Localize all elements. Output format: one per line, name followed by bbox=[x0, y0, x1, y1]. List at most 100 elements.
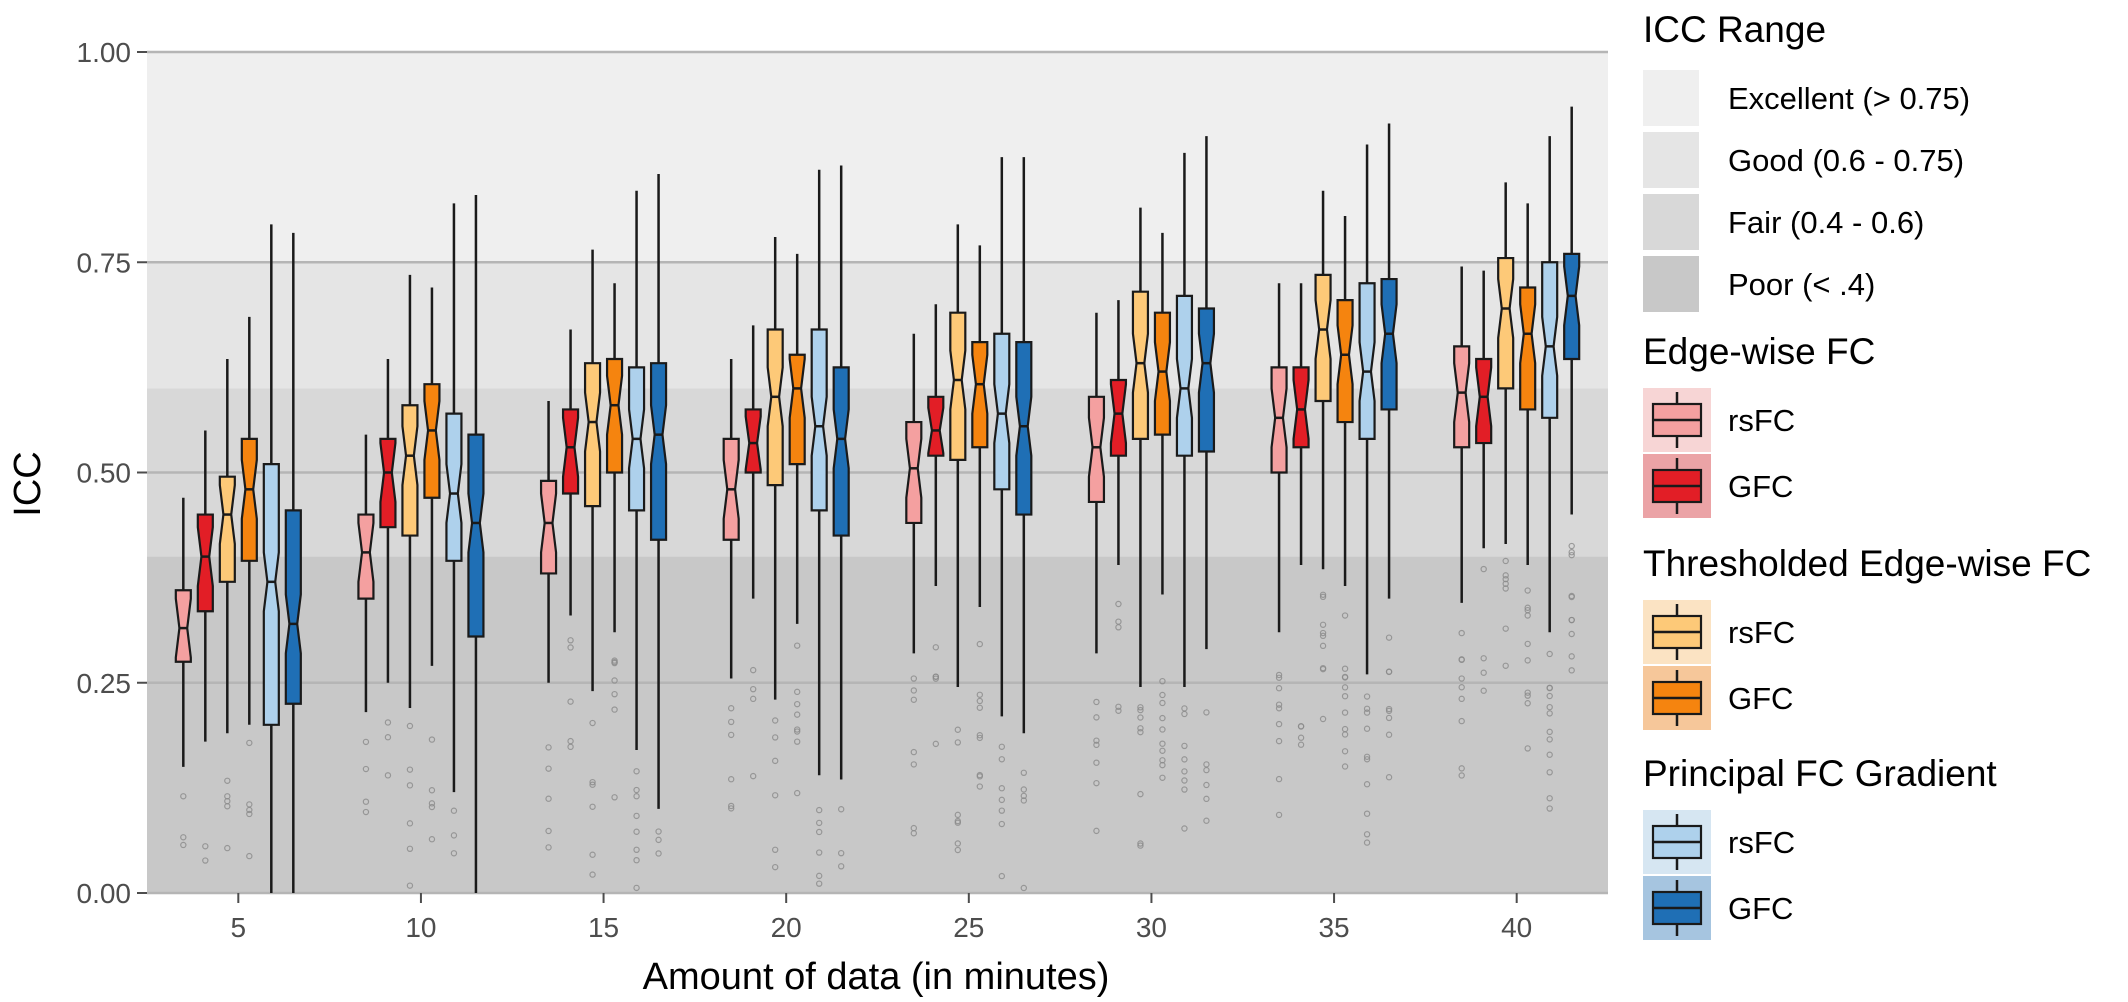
outlier-point bbox=[749, 695, 757, 703]
outlier-point bbox=[384, 719, 392, 726]
outlier-point bbox=[428, 787, 436, 794]
outlier-point bbox=[384, 734, 392, 741]
outlier-point bbox=[1137, 842, 1144, 849]
outlier-point bbox=[727, 776, 735, 783]
boxplot-s4-c0 bbox=[262, 224, 280, 893]
boxplot-s2-c7 bbox=[1497, 182, 1515, 544]
boxplot-s3-c1 bbox=[423, 287, 441, 666]
box bbox=[905, 420, 923, 525]
boxplot-s4-c5 bbox=[1175, 152, 1194, 687]
box bbox=[766, 328, 784, 487]
outlier-point bbox=[1159, 774, 1166, 781]
outlier-point bbox=[1020, 769, 1028, 777]
outlier-point bbox=[545, 765, 552, 772]
outlier-point bbox=[910, 830, 918, 837]
outlier-point bbox=[1458, 629, 1465, 637]
boxplot-s2-c3 bbox=[766, 237, 784, 700]
outlier-point bbox=[749, 685, 757, 693]
outlier-point bbox=[406, 766, 414, 773]
outlier-point bbox=[1275, 775, 1283, 783]
boxplot-s4-c1 bbox=[445, 203, 463, 793]
box bbox=[605, 357, 624, 474]
outlier-point bbox=[611, 706, 618, 713]
outlier-point bbox=[1319, 664, 1327, 672]
outlier-point bbox=[545, 827, 552, 835]
outlier-point bbox=[954, 739, 962, 746]
boxplot-s2-c5 bbox=[1131, 207, 1150, 687]
legend-title-icc-range: ICC Range bbox=[1643, 9, 1826, 50]
box bbox=[1087, 395, 1106, 504]
boxplot-s0-c5 bbox=[1087, 312, 1106, 654]
legend-label-group-1-item-1: GFC bbox=[1728, 681, 1793, 716]
outlier-point bbox=[727, 718, 735, 726]
outlier-point bbox=[1568, 549, 1575, 556]
box bbox=[1453, 345, 1471, 449]
outlier-point bbox=[815, 849, 823, 856]
outlier-point bbox=[1181, 768, 1188, 775]
outlier-point bbox=[1568, 551, 1575, 559]
outlier-point bbox=[998, 820, 1006, 828]
boxplot-s4-c7 bbox=[1541, 136, 1559, 633]
y-tick-label-2: 0.50 bbox=[77, 458, 132, 489]
outlier-point bbox=[837, 863, 845, 870]
outlier-point bbox=[1524, 745, 1531, 752]
outlier-point bbox=[954, 817, 962, 825]
outlier-point bbox=[589, 719, 596, 727]
outlier-point bbox=[1275, 685, 1283, 692]
outlier-point bbox=[1546, 736, 1553, 743]
outlier-point bbox=[428, 836, 436, 843]
outlier-point bbox=[1115, 707, 1122, 714]
outlier-point bbox=[1524, 612, 1531, 619]
outlier-point bbox=[1480, 655, 1487, 662]
outlier-point bbox=[976, 734, 984, 742]
outlier-point bbox=[1458, 772, 1465, 779]
legend-label-band-0: Excellent (> 0.75) bbox=[1728, 81, 1970, 116]
box bbox=[1541, 261, 1559, 419]
outlier-point bbox=[998, 785, 1006, 792]
outlier-point bbox=[246, 810, 253, 818]
outlier-point bbox=[1275, 674, 1283, 681]
outlier-point bbox=[450, 832, 458, 839]
outlier-point bbox=[1546, 692, 1553, 700]
legend-label-group-0-item-0: rsFC bbox=[1728, 403, 1795, 438]
outlier-point bbox=[1181, 756, 1188, 763]
outlier-point bbox=[611, 677, 618, 684]
outlier-point bbox=[976, 704, 984, 711]
boxplot-s1-c2 bbox=[561, 329, 580, 616]
boxplot-s3-c0 bbox=[240, 316, 258, 725]
outlier-point bbox=[771, 863, 779, 871]
outlier-point bbox=[633, 768, 640, 775]
outlier-point bbox=[655, 850, 662, 857]
outlier-point bbox=[1093, 779, 1100, 787]
boxplot-s1-c6 bbox=[1292, 283, 1310, 566]
outlier-point bbox=[771, 717, 779, 724]
outlier-point bbox=[1363, 709, 1371, 716]
boxplot-s1-c1 bbox=[379, 358, 397, 683]
outlier-point bbox=[1524, 587, 1531, 594]
boxplot-s5-c2 bbox=[649, 173, 668, 809]
outlier-point bbox=[428, 736, 436, 743]
boxplot-s5-c7 bbox=[1563, 106, 1581, 515]
outlier-point bbox=[611, 690, 618, 698]
outlier-point bbox=[1385, 731, 1393, 738]
outlier-point bbox=[793, 789, 801, 797]
outlier-point bbox=[1480, 687, 1487, 694]
outlier-point bbox=[1137, 725, 1144, 732]
outlier-point bbox=[1458, 765, 1465, 772]
boxplot-s4-c2 bbox=[627, 190, 646, 751]
box bbox=[1380, 277, 1398, 411]
box bbox=[357, 513, 375, 600]
outlier-point bbox=[837, 806, 845, 813]
boxplot-s3-c5 bbox=[1153, 232, 1172, 595]
outlier-point bbox=[1319, 715, 1327, 723]
outlier-point bbox=[976, 773, 984, 780]
boxplot-s2-c4 bbox=[949, 224, 967, 687]
legend-label-group-2-item-1: GFC bbox=[1728, 891, 1793, 926]
box bbox=[583, 362, 602, 508]
outlier-point bbox=[406, 820, 414, 827]
outlier-point bbox=[362, 808, 370, 816]
y-tick-label-3: 0.75 bbox=[77, 247, 132, 278]
outlier-point bbox=[589, 781, 596, 788]
boxplot-s1-c4 bbox=[927, 304, 945, 587]
